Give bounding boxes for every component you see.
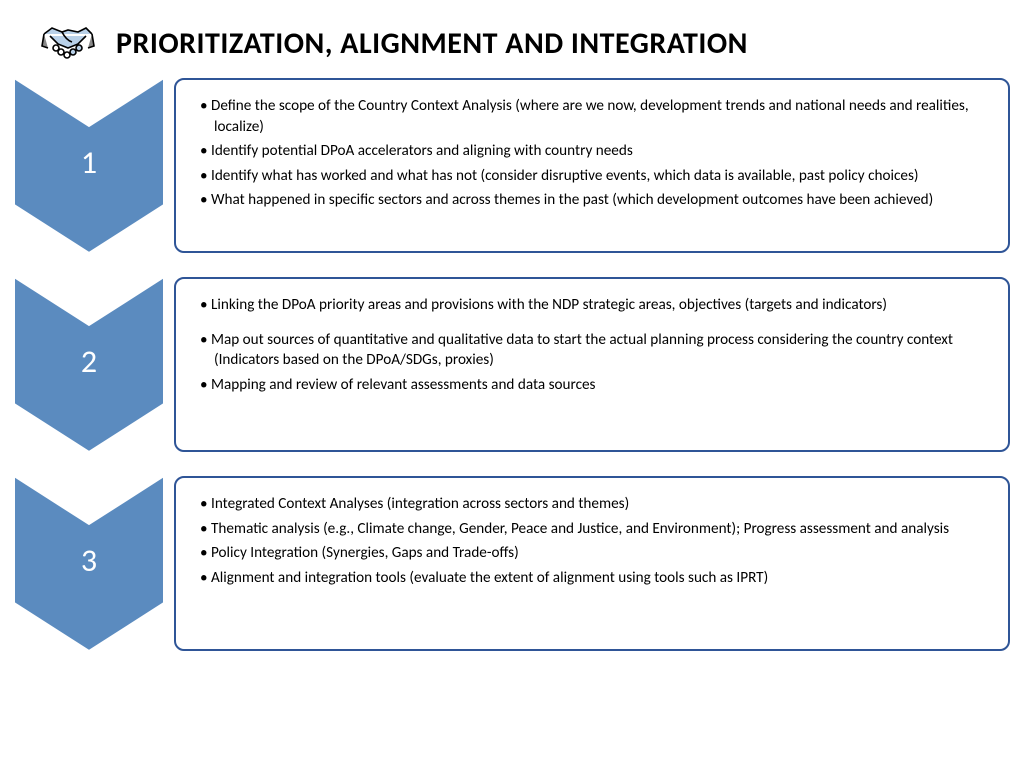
- content-box-2: Linking the DPoA priority areas and prov…: [174, 277, 1010, 452]
- bullet-item: Map out sources of quantitative and qual…: [200, 330, 990, 371]
- bullet-item: What happened in specific sectors and ac…: [200, 190, 990, 211]
- bullet-item: Integrated Context Analyses (integration…: [200, 494, 990, 515]
- content-box-3: Integrated Context Analyses (integration…: [174, 476, 1010, 651]
- chevron-2: 2: [14, 277, 164, 452]
- chevron-3: 3: [14, 476, 164, 651]
- bullet-item: Thematic analysis (e.g., Climate change,…: [200, 519, 990, 540]
- bullet-list: Define the scope of the Country Context …: [200, 96, 990, 211]
- bullet-item: Alignment and integration tools (evaluat…: [200, 568, 990, 589]
- step-number-3: 3: [14, 541, 164, 580]
- bullet-list: Integrated Context Analyses (integration…: [200, 494, 990, 588]
- step-number-1: 1: [14, 143, 164, 182]
- steps-container: 1 Define the scope of the Country Context…: [0, 78, 1024, 651]
- bullet-item: Identify potential DPoA accelerators and…: [200, 141, 990, 162]
- bullet-item: Define the scope of the Country Context …: [200, 96, 990, 137]
- bullet-list: Linking the DPoA priority areas and prov…: [200, 295, 990, 395]
- header: PRIORITIZATION, ALIGNMENT AND INTEGRATIO…: [0, 0, 1024, 78]
- bullet-item: Linking the DPoA priority areas and prov…: [200, 295, 990, 316]
- step-3: 3 Integrated Context Analyses (integrati…: [14, 476, 1010, 651]
- content-box-1: Define the scope of the Country Context …: [174, 78, 1010, 253]
- step-2: 2 Linking the DPoA priority areas and pro…: [14, 277, 1010, 452]
- chevron-1: 1: [14, 78, 164, 253]
- bullet-item: Policy Integration (Synergies, Gaps and …: [200, 543, 990, 564]
- bullet-item: Identify what has worked and what has no…: [200, 166, 990, 187]
- bullet-item: Mapping and review of relevant assessmen…: [200, 375, 990, 396]
- handshake-icon: [38, 18, 98, 68]
- page-title: PRIORITIZATION, ALIGNMENT AND INTEGRATIO…: [116, 25, 748, 62]
- step-1: 1 Define the scope of the Country Context…: [14, 78, 1010, 253]
- step-number-2: 2: [14, 342, 164, 381]
